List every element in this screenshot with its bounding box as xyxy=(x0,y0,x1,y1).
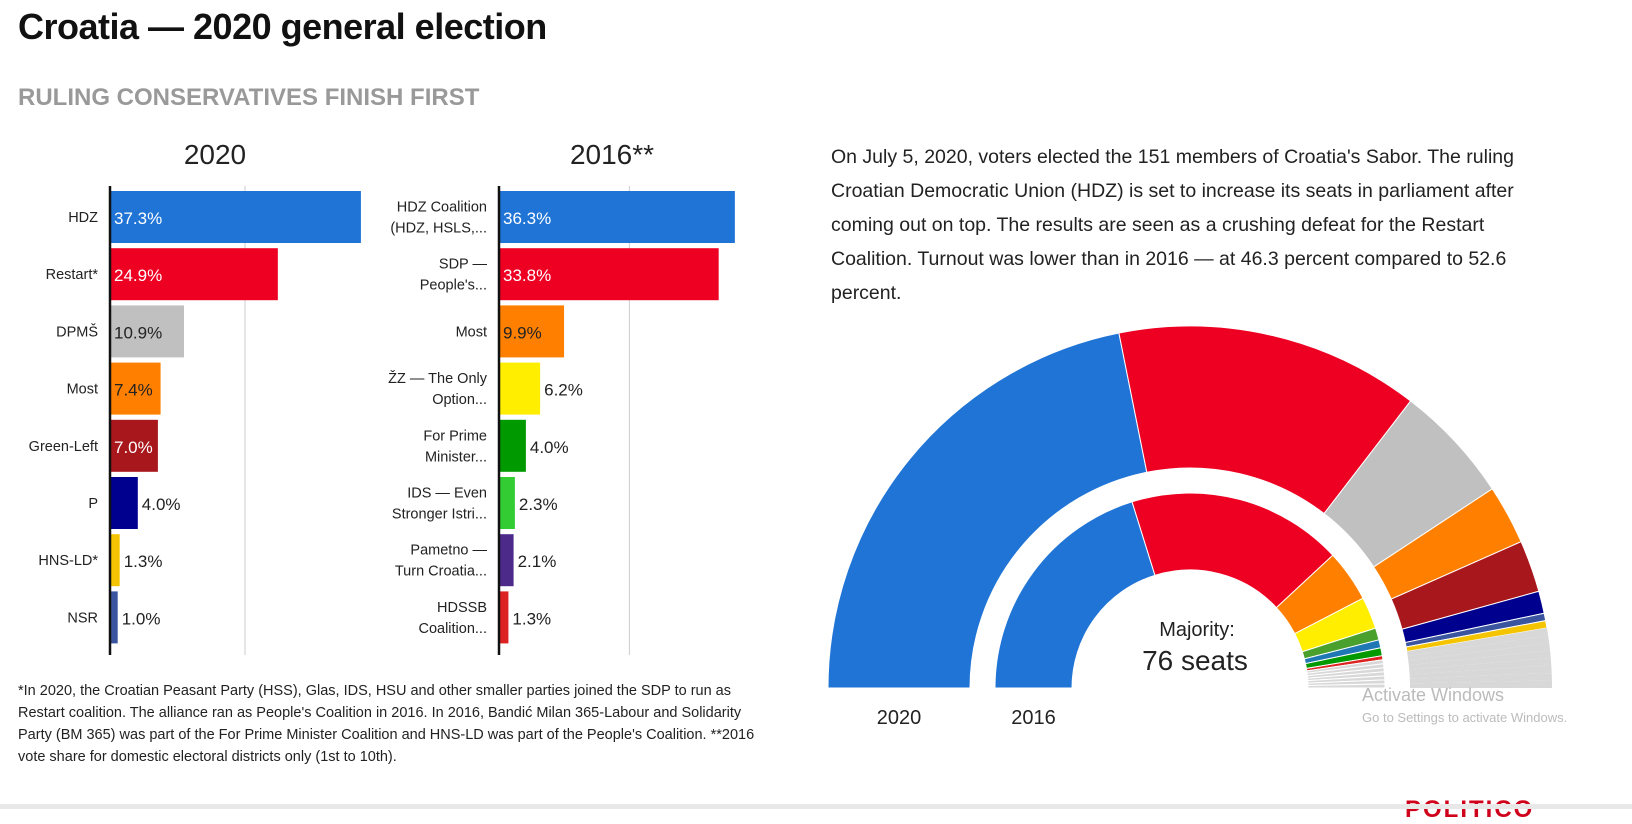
bar xyxy=(500,305,565,358)
page-title: Croatia — 2020 general election xyxy=(18,6,547,47)
category-label: Turn Croatia... xyxy=(395,564,487,580)
category-label: HDSSB xyxy=(437,600,487,616)
category-label: Restart* xyxy=(46,267,99,283)
data-label: 1.3% xyxy=(124,552,163,571)
bar xyxy=(111,534,120,587)
category-label: Green-Left xyxy=(29,439,98,455)
ring-label: 2020 xyxy=(877,707,922,729)
data-label: 9.9% xyxy=(503,323,542,342)
bar xyxy=(500,191,735,243)
category-label: HDZ xyxy=(68,210,98,226)
politico-logo: POLITICO xyxy=(1405,796,1535,823)
category-label: NSR xyxy=(67,610,98,626)
category-label: For Prime xyxy=(423,428,487,444)
bar xyxy=(500,419,526,472)
data-label: 10.9% xyxy=(114,323,162,342)
chart-subtitle: RULING CONSERVATIVES FINISH FIRST xyxy=(18,84,480,111)
data-label: 1.3% xyxy=(512,609,551,628)
data-label: 4.0% xyxy=(530,438,569,457)
seat-segment xyxy=(1409,672,1552,684)
category-label: Pametno — xyxy=(410,543,487,559)
seat-segment xyxy=(1406,628,1549,657)
seat-segment xyxy=(1409,680,1552,688)
bar xyxy=(111,477,138,529)
category-label: Stronger Istri... xyxy=(392,507,487,523)
bar xyxy=(111,419,158,472)
data-label: 33.8% xyxy=(503,266,551,285)
data-label: 2.3% xyxy=(519,495,558,514)
majority-label: Majority: xyxy=(1159,619,1235,641)
description: On July 5, 2020, voters elected the 151 … xyxy=(831,146,1514,304)
data-label: 36.3% xyxy=(503,209,551,228)
seat-segment xyxy=(827,332,1148,689)
watermark-subtitle: Go to Settings to activate Windows. xyxy=(1362,710,1568,725)
bar xyxy=(111,248,278,301)
category-label: ŽZ — The Only xyxy=(388,370,488,387)
category-label: SDP — xyxy=(439,257,488,273)
category-label: Coalition... xyxy=(418,621,487,637)
seat-segment xyxy=(1409,665,1552,679)
category-label: Option... xyxy=(432,392,487,408)
data-label: 7.4% xyxy=(114,381,153,400)
bar xyxy=(111,362,161,415)
seat-segment xyxy=(1407,635,1550,661)
category-label: HNS-LD* xyxy=(38,553,98,569)
footnote: *In 2020, the Croatian Peasant Party (HS… xyxy=(18,683,755,765)
data-label: 24.9% xyxy=(114,266,162,285)
bottom-border xyxy=(0,804,1632,809)
bar xyxy=(500,534,514,587)
data-label: 7.0% xyxy=(114,438,153,457)
majority-value: 76 seats xyxy=(1142,645,1248,676)
data-label: 1.0% xyxy=(122,609,161,628)
category-label: Minister... xyxy=(425,449,487,465)
bar xyxy=(500,248,719,301)
data-label: 2.1% xyxy=(518,552,557,571)
bar-chart-title: 2016** xyxy=(570,139,654,170)
data-label: 37.3% xyxy=(114,209,162,228)
bar-chart-title: 2020 xyxy=(184,139,246,170)
bar xyxy=(111,191,361,243)
category-label: IDS — Even xyxy=(407,486,487,502)
bar xyxy=(500,362,541,415)
category-label: DPMŠ xyxy=(56,323,98,340)
bar xyxy=(111,305,185,358)
seat-segment xyxy=(1408,642,1551,666)
category-label: Most xyxy=(456,324,487,340)
data-label: 6.2% xyxy=(544,381,583,400)
ring-label: 2016 xyxy=(1011,707,1056,729)
category-label: People's... xyxy=(420,278,487,294)
seat-segment xyxy=(1409,657,1552,675)
data-label: 4.0% xyxy=(142,495,181,514)
watermark-title: Activate Windows xyxy=(1362,685,1505,705)
category-label: P xyxy=(88,496,98,512)
seat-segment xyxy=(1307,683,1386,689)
bar xyxy=(500,477,515,529)
seat-segment xyxy=(994,501,1156,689)
bar xyxy=(500,591,509,644)
seat-segment xyxy=(1408,650,1551,670)
category-label: HDZ Coalition xyxy=(397,200,487,216)
category-label: Most xyxy=(67,382,98,398)
category-label: (HDZ, HSLS,... xyxy=(390,221,487,237)
bar xyxy=(111,591,118,644)
